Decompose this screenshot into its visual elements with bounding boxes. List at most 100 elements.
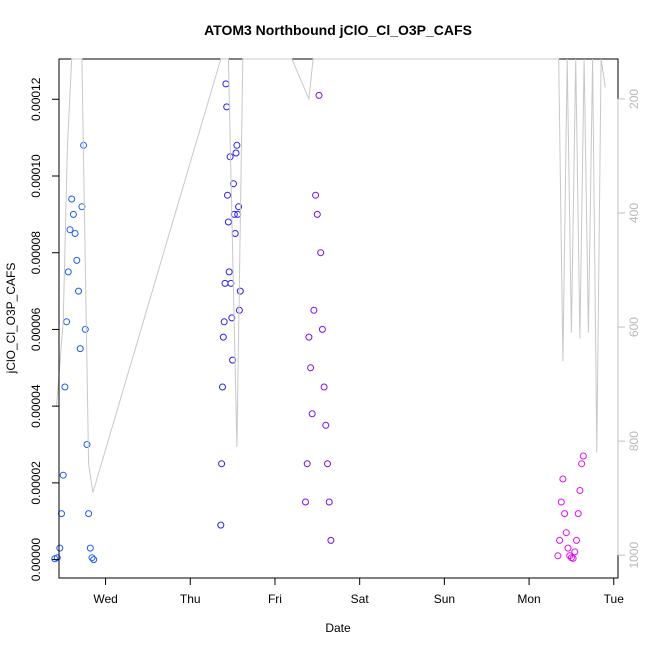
data-point [53, 554, 61, 562]
series-layer [51, 58, 606, 564]
x-tick-label: Sat [351, 592, 370, 606]
y2-axis: 200 400 600 800 1000 [617, 89, 641, 569]
data-point [569, 554, 577, 562]
x-axis-label: Date [325, 621, 351, 635]
y2-tick-label: 800 [627, 431, 641, 451]
data-point [303, 460, 311, 468]
data-point [561, 510, 569, 518]
data-point [322, 421, 330, 429]
data-point [324, 460, 331, 468]
data-point [231, 230, 239, 237]
data-point [564, 544, 572, 552]
data-point [574, 510, 582, 518]
y-tick-label: 0.00006 [29, 307, 43, 351]
x-tick-label: Mon [517, 592, 540, 606]
data-point [315, 91, 323, 99]
x-tick-label: Thu [180, 592, 201, 606]
data-point [224, 191, 231, 199]
y-axis-label: jClO_Cl_O3P_CAFS [4, 263, 18, 375]
series-3 [554, 452, 587, 562]
x-tick-label: Tue [604, 592, 625, 606]
y-tick-label: 0.00012 [29, 77, 43, 121]
data-point [325, 498, 333, 506]
data-point [220, 318, 228, 326]
plot-frame [58, 58, 619, 579]
series-line [56, 58, 606, 493]
data-point [223, 103, 231, 111]
x-axis: Wed Thu Fri Sat Sun Mon Tue [93, 577, 625, 606]
data-point [307, 364, 315, 372]
data-point [78, 203, 86, 211]
y2-tick-label: 400 [627, 203, 641, 223]
data-point [571, 548, 579, 556]
series-0 [51, 141, 98, 564]
data-point [56, 544, 64, 552]
data-point [230, 210, 238, 218]
data-point [218, 460, 226, 468]
y2-tick-label: 200 [627, 89, 641, 109]
data-point [71, 230, 79, 237]
data-point [559, 475, 567, 483]
data-point [562, 529, 570, 537]
data-point [83, 441, 91, 448]
y2-tick-label: 600 [627, 317, 641, 337]
data-point [318, 325, 326, 333]
x-tick-label: Wed [93, 592, 117, 606]
data-point [217, 521, 225, 529]
data-point [76, 345, 84, 353]
y-tick-label: 0.00002 [29, 461, 43, 505]
data-point [81, 325, 89, 333]
data-point [236, 287, 244, 295]
data-point [313, 210, 321, 218]
chart-title: ATOM3 Northbound jClO_Cl_O3P_CAFS [204, 22, 472, 38]
data-point [557, 498, 565, 506]
data-point [63, 318, 71, 326]
data-point [88, 554, 96, 562]
data-point [320, 383, 328, 391]
data-point [233, 141, 241, 149]
data-point [228, 314, 236, 322]
data-point [578, 460, 586, 468]
data-point [225, 268, 233, 276]
data-point [66, 226, 74, 234]
data-point [232, 149, 240, 157]
data-point [235, 203, 243, 211]
data-point [302, 498, 309, 506]
data-point [86, 544, 94, 552]
data-point [227, 279, 235, 287]
data-point [327, 536, 335, 544]
data-point [576, 487, 584, 494]
data-point [229, 356, 237, 364]
data-point [312, 191, 320, 199]
data-point [64, 268, 72, 276]
data-point [554, 552, 562, 560]
data-point [579, 452, 587, 460]
y-tick-label: 0.00010 [29, 154, 43, 198]
data-point [221, 279, 229, 287]
series-2 [302, 91, 335, 544]
data-point [69, 210, 77, 218]
y2-tick-label: 1000 [627, 542, 641, 569]
data-point [224, 218, 232, 226]
y-axis: 0.00000 0.00002 0.00004 0.00006 0.00008 0.000… [29, 77, 60, 582]
y-tick-label: 0.00008 [29, 231, 43, 275]
series-4 [56, 58, 606, 493]
x-tick-label: Sun [434, 592, 455, 606]
data-point [219, 383, 226, 391]
data-point [61, 383, 69, 391]
data-point [230, 180, 237, 188]
data-point [305, 333, 313, 341]
data-point [573, 536, 580, 544]
data-point [219, 333, 227, 341]
data-point [73, 256, 81, 264]
x-tick-label: Fri [268, 592, 282, 606]
y-tick-label: 0.00000 [29, 538, 43, 582]
data-point [75, 287, 82, 295]
y-tick-label: 0.00004 [29, 384, 43, 428]
data-point [310, 306, 318, 314]
data-point [308, 410, 316, 418]
data-point [59, 471, 67, 479]
data-point [222, 80, 230, 88]
data-point [317, 249, 325, 257]
